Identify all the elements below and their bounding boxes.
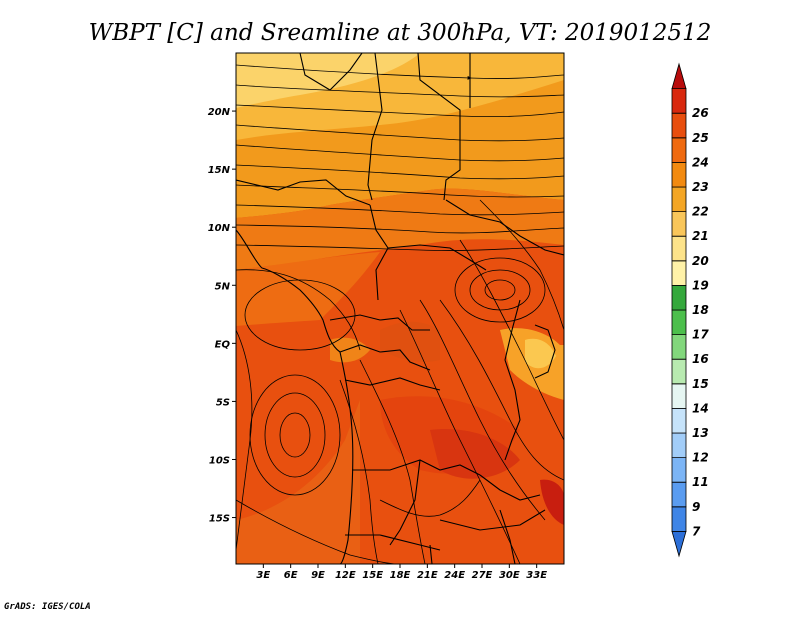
wbpt-shading	[236, 53, 564, 564]
streamlines	[236, 64, 564, 564]
colorbar-swatch	[671, 112, 687, 139]
colorbar-label: 7	[692, 524, 701, 538]
colorbar-swatch	[671, 506, 687, 532]
colorbar-swatch	[671, 285, 687, 311]
grads-credit: GrADS: IGES/COLA	[4, 602, 91, 612]
lat-tick-label: 20N	[208, 107, 231, 118]
colorbar-swatch	[671, 481, 687, 508]
colorbar-label: 18	[692, 303, 709, 317]
lon-tick-label: 12E	[335, 570, 356, 581]
colorbar-swatch	[671, 162, 687, 188]
colorbar-label: 13	[692, 426, 709, 440]
colorbar-label: 16	[692, 352, 709, 366]
longitude-axis: 3E 6E 9E 12E 15E 18E 21E 24E 27E 30E 33E	[256, 564, 547, 581]
lon-tick-label: 27E	[472, 570, 493, 581]
lat-tick-label: 15S	[209, 514, 230, 525]
colorbar-swatch	[671, 88, 687, 114]
colorbar-swatch	[671, 334, 687, 360]
lat-tick-label: EQ	[215, 339, 231, 350]
colorbar-swatch	[671, 235, 687, 262]
colorbar-label: 24	[692, 155, 709, 169]
latitude-axis: 20N 15N 10N 5N EQ 5S 10S 15S	[208, 107, 236, 525]
lon-tick-label: 24E	[444, 570, 465, 581]
colorbar-swatch	[671, 457, 687, 483]
colorbar-swatch	[671, 186, 687, 212]
colorbar-label: 21	[692, 229, 709, 243]
colorbar-label: 23	[692, 180, 709, 194]
country-boundaries	[236, 53, 564, 564]
colorbar-label: 9	[692, 500, 700, 514]
colorbar-swatch	[671, 260, 687, 286]
colorbar-swatch	[671, 137, 687, 163]
colorbar-label: 11	[692, 475, 709, 489]
lat-tick-label: 10N	[208, 223, 231, 234]
lat-tick-label: 5N	[215, 281, 231, 292]
colorbar-label: 25	[692, 131, 709, 145]
lon-tick-label: 3E	[256, 570, 270, 581]
colorbar-swatch	[671, 383, 687, 409]
lat-tick-label: 15N	[208, 165, 231, 176]
colorbar-label: 15	[692, 377, 709, 391]
lat-tick-label: 10S	[209, 455, 230, 466]
colorbar-label: 20	[692, 254, 709, 268]
colorbar-label: 12	[692, 451, 709, 465]
colorbar-swatch	[671, 432, 687, 458]
lon-tick-label: 9E	[311, 570, 325, 581]
colorbar-label: 14	[692, 401, 709, 415]
lat-tick-label: 5S	[216, 397, 230, 408]
lon-tick-label: 30E	[499, 570, 520, 581]
map-title: WBPT [C] and Sreamline at 300hPa, VT: 20…	[89, 20, 712, 46]
colorbar-label: 26	[692, 106, 709, 120]
colorbar: 7 9 11 12 13 14 15 16 17 18 19 20 21 22 23 24 25 26	[671, 62, 709, 558]
colorbar-label: 17	[692, 328, 709, 342]
lon-tick-label: 33E	[526, 570, 547, 581]
colorbar-label: 22	[692, 205, 709, 219]
colorbar-label: 19	[692, 278, 709, 292]
colorbar-swatch	[671, 309, 687, 335]
colorbar-swatch	[671, 358, 687, 385]
lon-tick-label: 15E	[362, 570, 383, 581]
colorbar-swatch	[671, 211, 687, 237]
lon-tick-label: 6E	[284, 570, 298, 581]
colorbar-swatch	[671, 62, 687, 89]
lon-tick-label: 21E	[417, 570, 438, 581]
colorbar-swatch	[671, 408, 687, 434]
lon-tick-label: 18E	[390, 570, 411, 581]
colorbar-swatch	[671, 531, 687, 558]
